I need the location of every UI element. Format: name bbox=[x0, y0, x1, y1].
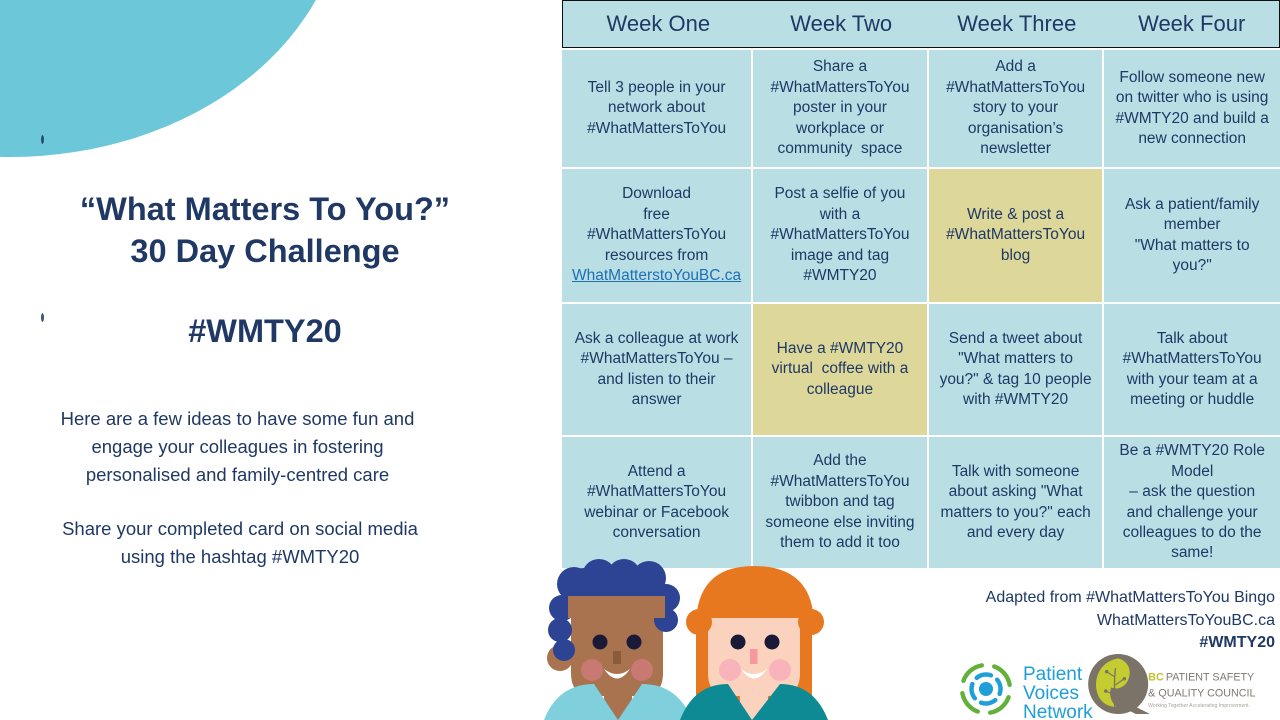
svg-text:PATIENT SAFETY: PATIENT SAFETY bbox=[1166, 671, 1254, 683]
svg-text:Working Together Accelerating: Working Together Accelerating Improvemen… bbox=[1148, 703, 1250, 709]
svg-text:Voices: Voices bbox=[1023, 683, 1079, 704]
svg-text:BC: BC bbox=[1148, 671, 1164, 683]
svg-text:Patient: Patient bbox=[1023, 664, 1083, 685]
svg-text:Network: Network bbox=[1023, 702, 1093, 720]
svg-text:& QUALITY COUNCIL: & QUALITY COUNCIL bbox=[1148, 687, 1255, 699]
